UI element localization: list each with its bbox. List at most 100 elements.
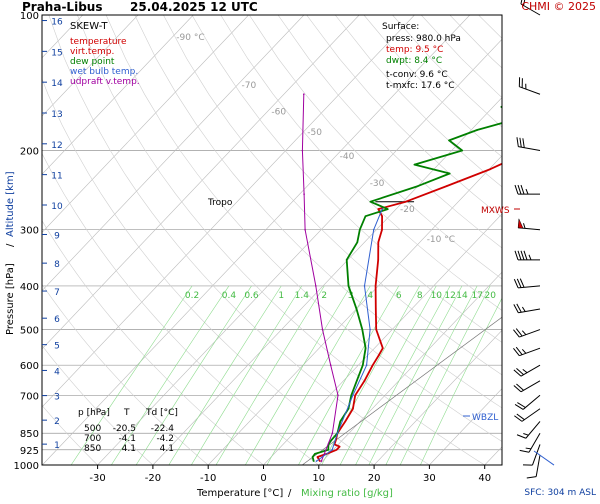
table-row-p: 500 — [84, 424, 101, 434]
altitude-tick-label: 16 — [51, 18, 63, 28]
altitude-tick-label: 1 — [54, 441, 60, 451]
temperature-tick-label: 10 — [312, 473, 325, 484]
data-point-temperature — [352, 408, 354, 410]
data-point-updraft-v-temp — [315, 285, 317, 287]
copyright: CHMI © 2025 — [521, 0, 596, 13]
surface-temp: temp: 9.5 °C — [386, 45, 443, 55]
mixing-ratio-label: 20 — [484, 291, 496, 301]
data-point-temperature — [336, 449, 338, 451]
legend-virt-temp: virt.temp. — [70, 47, 114, 57]
isotherm-label: -60 — [271, 108, 286, 118]
legend-temperature: temperature — [70, 37, 127, 47]
mxws-label: MXWS — [481, 206, 510, 216]
mixing-ratio-label: 0.4 — [222, 291, 237, 301]
pressure-tick-label: 850 — [20, 429, 39, 440]
data-point-temperature — [375, 329, 377, 331]
mixing-ratio-label: 10 — [431, 291, 443, 301]
data-point-temperature — [378, 354, 380, 356]
surface-tconv: t-conv: 9.6 °C — [386, 70, 448, 80]
mixing-ratio-label: 12 — [444, 291, 455, 301]
table-header-td: Td [°C] — [145, 408, 178, 418]
data-point-updraft-v-temp — [303, 93, 305, 95]
temperature-tick-label: 30 — [423, 473, 436, 484]
data-point-dew-point — [328, 449, 330, 451]
altitude-tick-label: 4 — [54, 367, 60, 377]
sfc-label: SFC: 304 m ASL — [524, 488, 596, 498]
mixing-ratio-label: 6 — [396, 291, 402, 301]
data-point-dew-point — [331, 439, 333, 441]
data-point-wet-bulb-temp — [352, 395, 354, 397]
tropo-label: Tropo — [207, 198, 233, 208]
data-point-temperature — [382, 347, 384, 349]
data-point-temperature — [339, 446, 341, 448]
data-point-dew-point — [312, 456, 314, 458]
temperature-tick-label: 0 — [260, 473, 266, 484]
data-point-updraft-v-temp — [304, 229, 306, 231]
data-point-wet-bulb-temp — [364, 285, 366, 287]
legend-dew-point: dew point — [70, 57, 115, 67]
data-point-dew-point — [449, 173, 451, 175]
table-row-td: -22.4 — [151, 424, 175, 434]
data-point-dew-point — [414, 164, 416, 166]
data-point-wet-bulb-temp — [316, 460, 318, 462]
isotherm-label: -30 — [370, 179, 385, 189]
data-point-updraft-v-temp — [303, 193, 305, 195]
isotherm-label: -20 — [400, 205, 415, 215]
legend-title: SKEW-T — [70, 21, 108, 32]
data-point-temperature — [378, 242, 380, 244]
data-point-dew-point — [359, 229, 361, 231]
table-row-t: -20.5 — [113, 424, 136, 434]
surface-title: Surface: — [382, 22, 419, 32]
mixing-ratio-label: 0.6 — [244, 291, 259, 301]
data-point-dew-point — [314, 453, 316, 455]
mixing-ratio-label: 17 — [471, 291, 482, 301]
data-point-dew-point — [461, 150, 463, 152]
altitude-tick-label: 15 — [51, 48, 62, 58]
mixing-ratio-label: 2 — [321, 291, 327, 301]
data-point-temperature — [405, 201, 407, 203]
station-title: Praha-Libus — [22, 0, 102, 14]
legend-updraft: udpraft v.temp. — [70, 77, 140, 87]
isotherm-label: -40 — [340, 152, 355, 162]
data-point-temperature — [345, 421, 347, 423]
y-axis-label-altitude: Altitude [km] — [5, 171, 16, 237]
temperature-tick-label: -20 — [145, 473, 161, 484]
data-point-temperature — [317, 456, 319, 458]
wbzl-label: WBZL — [472, 413, 498, 423]
pressure-tick-label: 600 — [20, 361, 39, 372]
data-point-updraft-v-temp — [332, 432, 334, 434]
data-point-temperature — [372, 364, 374, 366]
mixing-ratio-label: 1 — [278, 291, 284, 301]
table-row-t: -4.1 — [118, 434, 136, 444]
table-row-p: 850 — [84, 444, 101, 454]
data-point-updraft-v-temp — [322, 329, 324, 331]
data-point-wet-bulb-temp — [366, 364, 368, 366]
altitude-tick-label: 10 — [51, 202, 63, 212]
altitude-tick-label: 6 — [54, 315, 60, 325]
pressure-tick-label: 200 — [20, 146, 39, 157]
data-point-updraft-v-temp — [337, 395, 339, 397]
data-point-dew-point — [370, 201, 372, 203]
mixing-ratio-label: 8 — [417, 291, 423, 301]
data-point-dew-point — [313, 460, 315, 462]
altitude-tick-label: 2 — [54, 417, 60, 427]
isotherm-label: -10 °C — [427, 235, 455, 245]
data-point-dew-point — [362, 329, 364, 331]
altitude-tick-label: 12 — [51, 141, 62, 151]
altitude-tick-label: 8 — [54, 260, 60, 270]
data-point-temperature — [378, 208, 380, 210]
data-point-dew-point — [387, 208, 389, 210]
pressure-tick-label: 700 — [20, 391, 39, 402]
pressure-tick-label: 925 — [20, 446, 39, 457]
temperature-tick-label: -30 — [89, 473, 105, 484]
data-point-wet-bulb-temp — [331, 449, 333, 451]
surface-tmxfc: t-mxfc: 17.6 °C — [386, 81, 455, 91]
legend-wet-bulb: wet bulb temp. — [70, 67, 138, 77]
data-point-temperature — [381, 229, 383, 231]
data-point-wet-bulb-temp — [369, 329, 371, 331]
data-point-updraft-v-temp — [321, 460, 323, 462]
data-point-temperature — [375, 308, 377, 310]
data-point-dew-point — [346, 259, 348, 261]
pressure-tick-label: 1000 — [14, 461, 39, 472]
